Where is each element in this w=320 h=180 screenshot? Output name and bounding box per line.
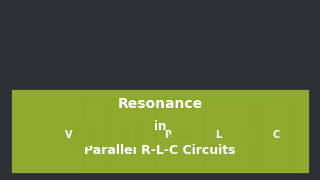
Text: L: L [215,130,221,140]
Bar [128,124,137,146]
Text: V: V [65,130,73,140]
Text: R: R [164,130,172,140]
Text: in: in [154,120,166,132]
Text: S: S [82,131,88,139]
Text: C: C [272,130,280,140]
Text: Resonance: Resonance [117,97,203,111]
Bar [10,88,310,174]
Text: Parallel R-L-C Circuits: Parallel R-L-C Circuits [84,145,236,158]
